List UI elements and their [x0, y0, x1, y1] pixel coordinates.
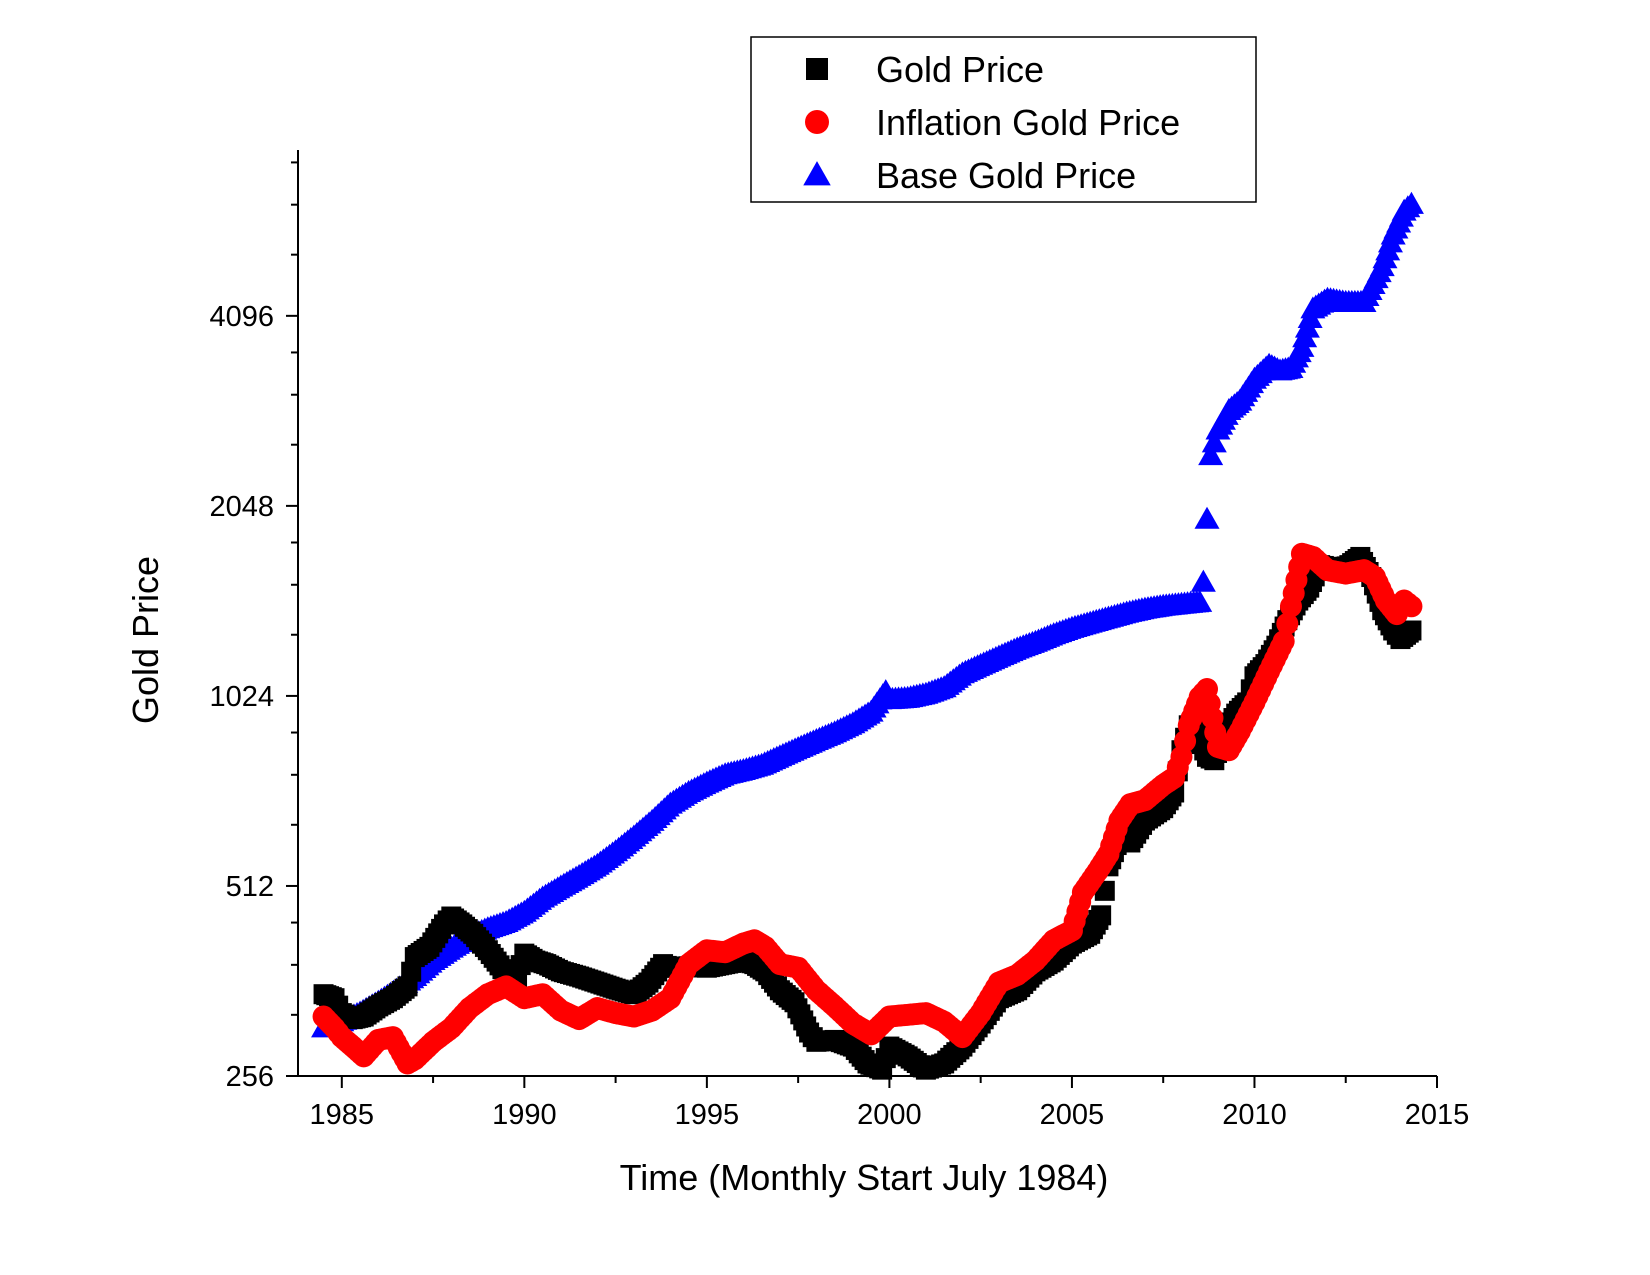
data-point: [1276, 612, 1299, 635]
data-point: [1194, 506, 1220, 529]
data-point: [1091, 905, 1112, 926]
legend-marker: [806, 58, 828, 80]
x-tick-label: 1990: [492, 1099, 557, 1131]
y-tick-label: 4096: [209, 301, 274, 333]
legend-label: Base Gold Price: [876, 155, 1136, 196]
data-point: [1272, 630, 1295, 653]
axes: 1985 1990 1995 2000 2005 2010 2015 256 512 1024 20…: [209, 150, 1470, 1131]
legend-marker: [805, 110, 829, 134]
x-tick-label: 2010: [1222, 1099, 1287, 1131]
legend-box: [750, 36, 1257, 203]
data-point: [1398, 191, 1424, 214]
x-tick-label: 1995: [675, 1099, 740, 1131]
x-tick-label: 2000: [857, 1099, 922, 1131]
y-tick-label: 2048: [209, 491, 274, 523]
x-axis-title: Time (Monthly Start July 1984): [620, 1157, 1109, 1198]
x-tick-label: 2005: [1040, 1099, 1105, 1131]
data-point: [1400, 595, 1423, 618]
data-point: [1201, 430, 1227, 453]
x-tick-label: 1985: [310, 1099, 375, 1131]
x-tick-label: 2015: [1405, 1099, 1470, 1131]
legend-label: Inflation Gold Price: [876, 102, 1180, 143]
y-tick-label: 1024: [209, 681, 274, 713]
legend: Gold Price Inflation Gold Price Base Gold …: [750, 36, 1257, 203]
series-circle-group: [312, 542, 1423, 1075]
data-point: [1401, 620, 1422, 641]
series-layer: [311, 191, 1424, 1080]
data-point: [1198, 443, 1224, 466]
y-tick-label: 256: [226, 1061, 274, 1093]
y-tick-label: 512: [226, 871, 274, 903]
legend-marker: [803, 161, 831, 186]
legend-label: Gold Price: [876, 49, 1044, 90]
data-point: [1190, 569, 1216, 592]
y-axis-title: Gold Price: [125, 556, 166, 724]
data-point: [1187, 589, 1213, 612]
